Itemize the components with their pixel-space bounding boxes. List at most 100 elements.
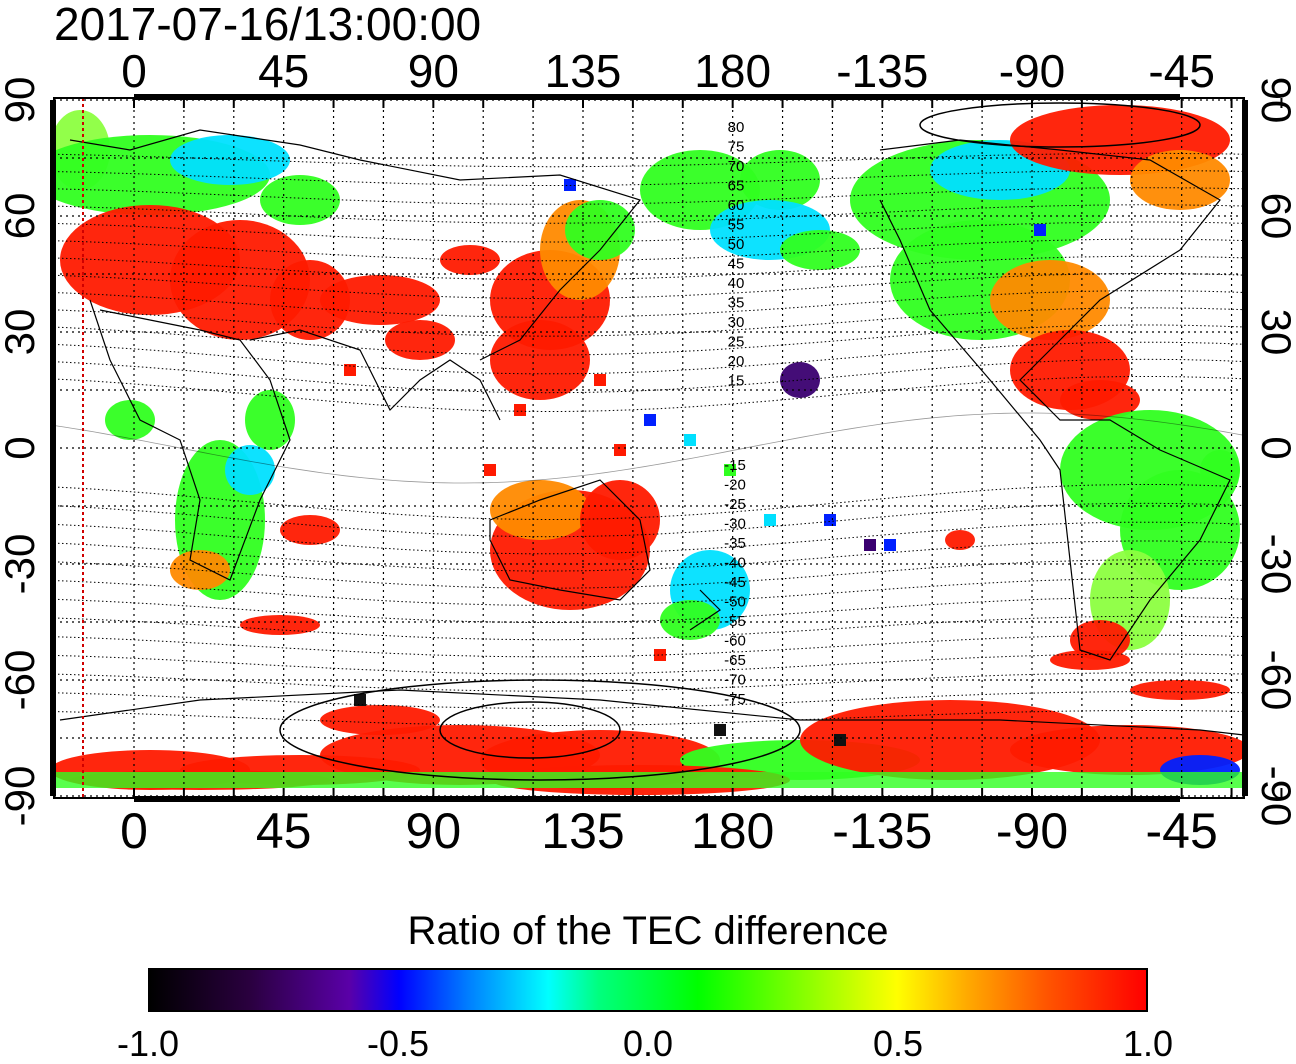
mag-lat-contour [54,691,1243,709]
aurora-oval-south [279,679,801,781]
mag-lat-contour [54,502,1243,538]
lat-tick-left: 60 [0,193,43,240]
lat-tick-left: -90 [0,766,43,827]
lon-tick-top: 45 [258,45,309,97]
tec-data-patches [54,105,1244,795]
lon-tick-bottom: 135 [541,803,624,859]
contour-label: 55 [728,217,745,234]
lon-tick-top: -90 [999,45,1065,97]
data-pixel [764,514,776,526]
lat-tick-right: -90 [1253,766,1296,827]
lat-tick-right: -30 [1253,534,1296,595]
coastline [69,129,642,361]
lat-tick-left: 0 [0,436,43,459]
contour-label: -20 [724,477,746,494]
contour-label: -25 [724,496,746,513]
coastline [689,589,721,631]
contour-label: 20 [728,353,745,370]
lon-tick-bottom: 0 [120,803,148,859]
data-pixel [354,694,366,706]
data-patch [240,615,320,635]
data-patch [260,175,340,225]
colorbar-tick-label: -1.0 [116,1023,180,1064]
contour-label: -15 [724,457,746,474]
lon-tick-bottom: 90 [406,803,462,859]
data-pixel [644,414,656,426]
data-patch [565,200,635,260]
mag-lat-contour [54,341,1243,375]
mag-lat-contour [54,376,1243,412]
data-patch [740,150,820,210]
dip-equator [54,412,1244,484]
contour-label: 50 [728,236,745,253]
magnetic-latitude-contours [54,102,1244,781]
lat-tick-left: 90 [0,77,43,124]
lat-tick-right: 60 [1253,193,1296,240]
contour-label: 70 [728,158,745,175]
lon-tick-bottom: 180 [691,803,774,859]
lon-tick-top: 135 [545,45,622,97]
data-patch [170,550,230,590]
polar-data-strip [54,772,1244,788]
contour-label: -65 [724,652,746,669]
coastline [879,139,1231,661]
aurora-oval-north [919,102,1201,148]
coastline [59,689,1244,736]
data-patch [245,390,295,450]
data-patch [170,135,290,185]
lat-tick-left: -30 [0,534,43,595]
coastline [249,329,501,421]
lon-tick-bottom: -135 [832,803,932,859]
data-patch [320,705,440,735]
data-patch [105,400,155,440]
mag-lat-contour [54,521,1243,555]
colorbar-tick-label: 0.0 [622,1023,674,1064]
data-pixel [834,734,846,746]
axis-tick-labels: 0 45 90 135 180 -135 -90 -450 45 90 135 180 -135 -90-… [0,45,1296,859]
data-pixel [1034,224,1046,236]
lon-tick-bottom: 45 [256,803,312,859]
contour-label: 65 [728,178,745,195]
map-timestamp-title: 2017-07-16/13:00:00 [54,0,482,50]
lon-tick-bottom: -45 [1146,803,1218,859]
data-patch [385,320,455,360]
contour-label: 35 [728,295,745,312]
data-pixel [884,539,896,551]
coastline [489,479,651,601]
data-patch [280,515,340,545]
data-patch [1130,680,1230,700]
contour-label: 80 [728,119,745,136]
data-pixel [594,374,606,386]
mag-lat-contour [54,484,1243,520]
contour-label: -55 [724,613,746,630]
colorbar-tick-label: -0.5 [366,1023,430,1064]
data-patch [225,445,275,495]
lon-tick-top: -45 [1148,45,1214,97]
contour-label: -75 [724,691,746,708]
data-pixel [714,724,726,736]
contour-label: 40 [728,275,745,292]
contour-label: -30 [724,516,746,533]
data-pixel [614,444,626,456]
map-frame [50,94,1283,802]
lon-tick-top: -135 [836,45,928,97]
data-pixel [684,434,696,446]
lon-tick-top: 90 [408,45,459,97]
contour-label: 15 [728,373,745,390]
contour-labels: 80 75 70 65 60 55 50 45 40 35 30 25 20 15 -15 -20 -25 -30… [724,119,746,708]
lon-tick-top: 180 [694,45,771,97]
data-pixel [654,649,666,661]
lat-tick-right: -60 [1253,650,1296,711]
lat-tick-left: -60 [0,650,43,711]
data-patch [1070,620,1130,660]
data-pixel [864,539,876,551]
contour-label: 45 [728,256,745,273]
colorbar-title: Ratio of the TEC difference [407,909,889,953]
contour-label: -70 [724,672,746,689]
contour-label: 75 [728,139,745,156]
contour-label: 25 [728,334,745,351]
mag-lat-contour [54,358,1243,394]
contour-label: 30 [728,314,745,331]
colorbar-tick-label: 0.5 [872,1023,924,1064]
data-patch [945,530,975,550]
